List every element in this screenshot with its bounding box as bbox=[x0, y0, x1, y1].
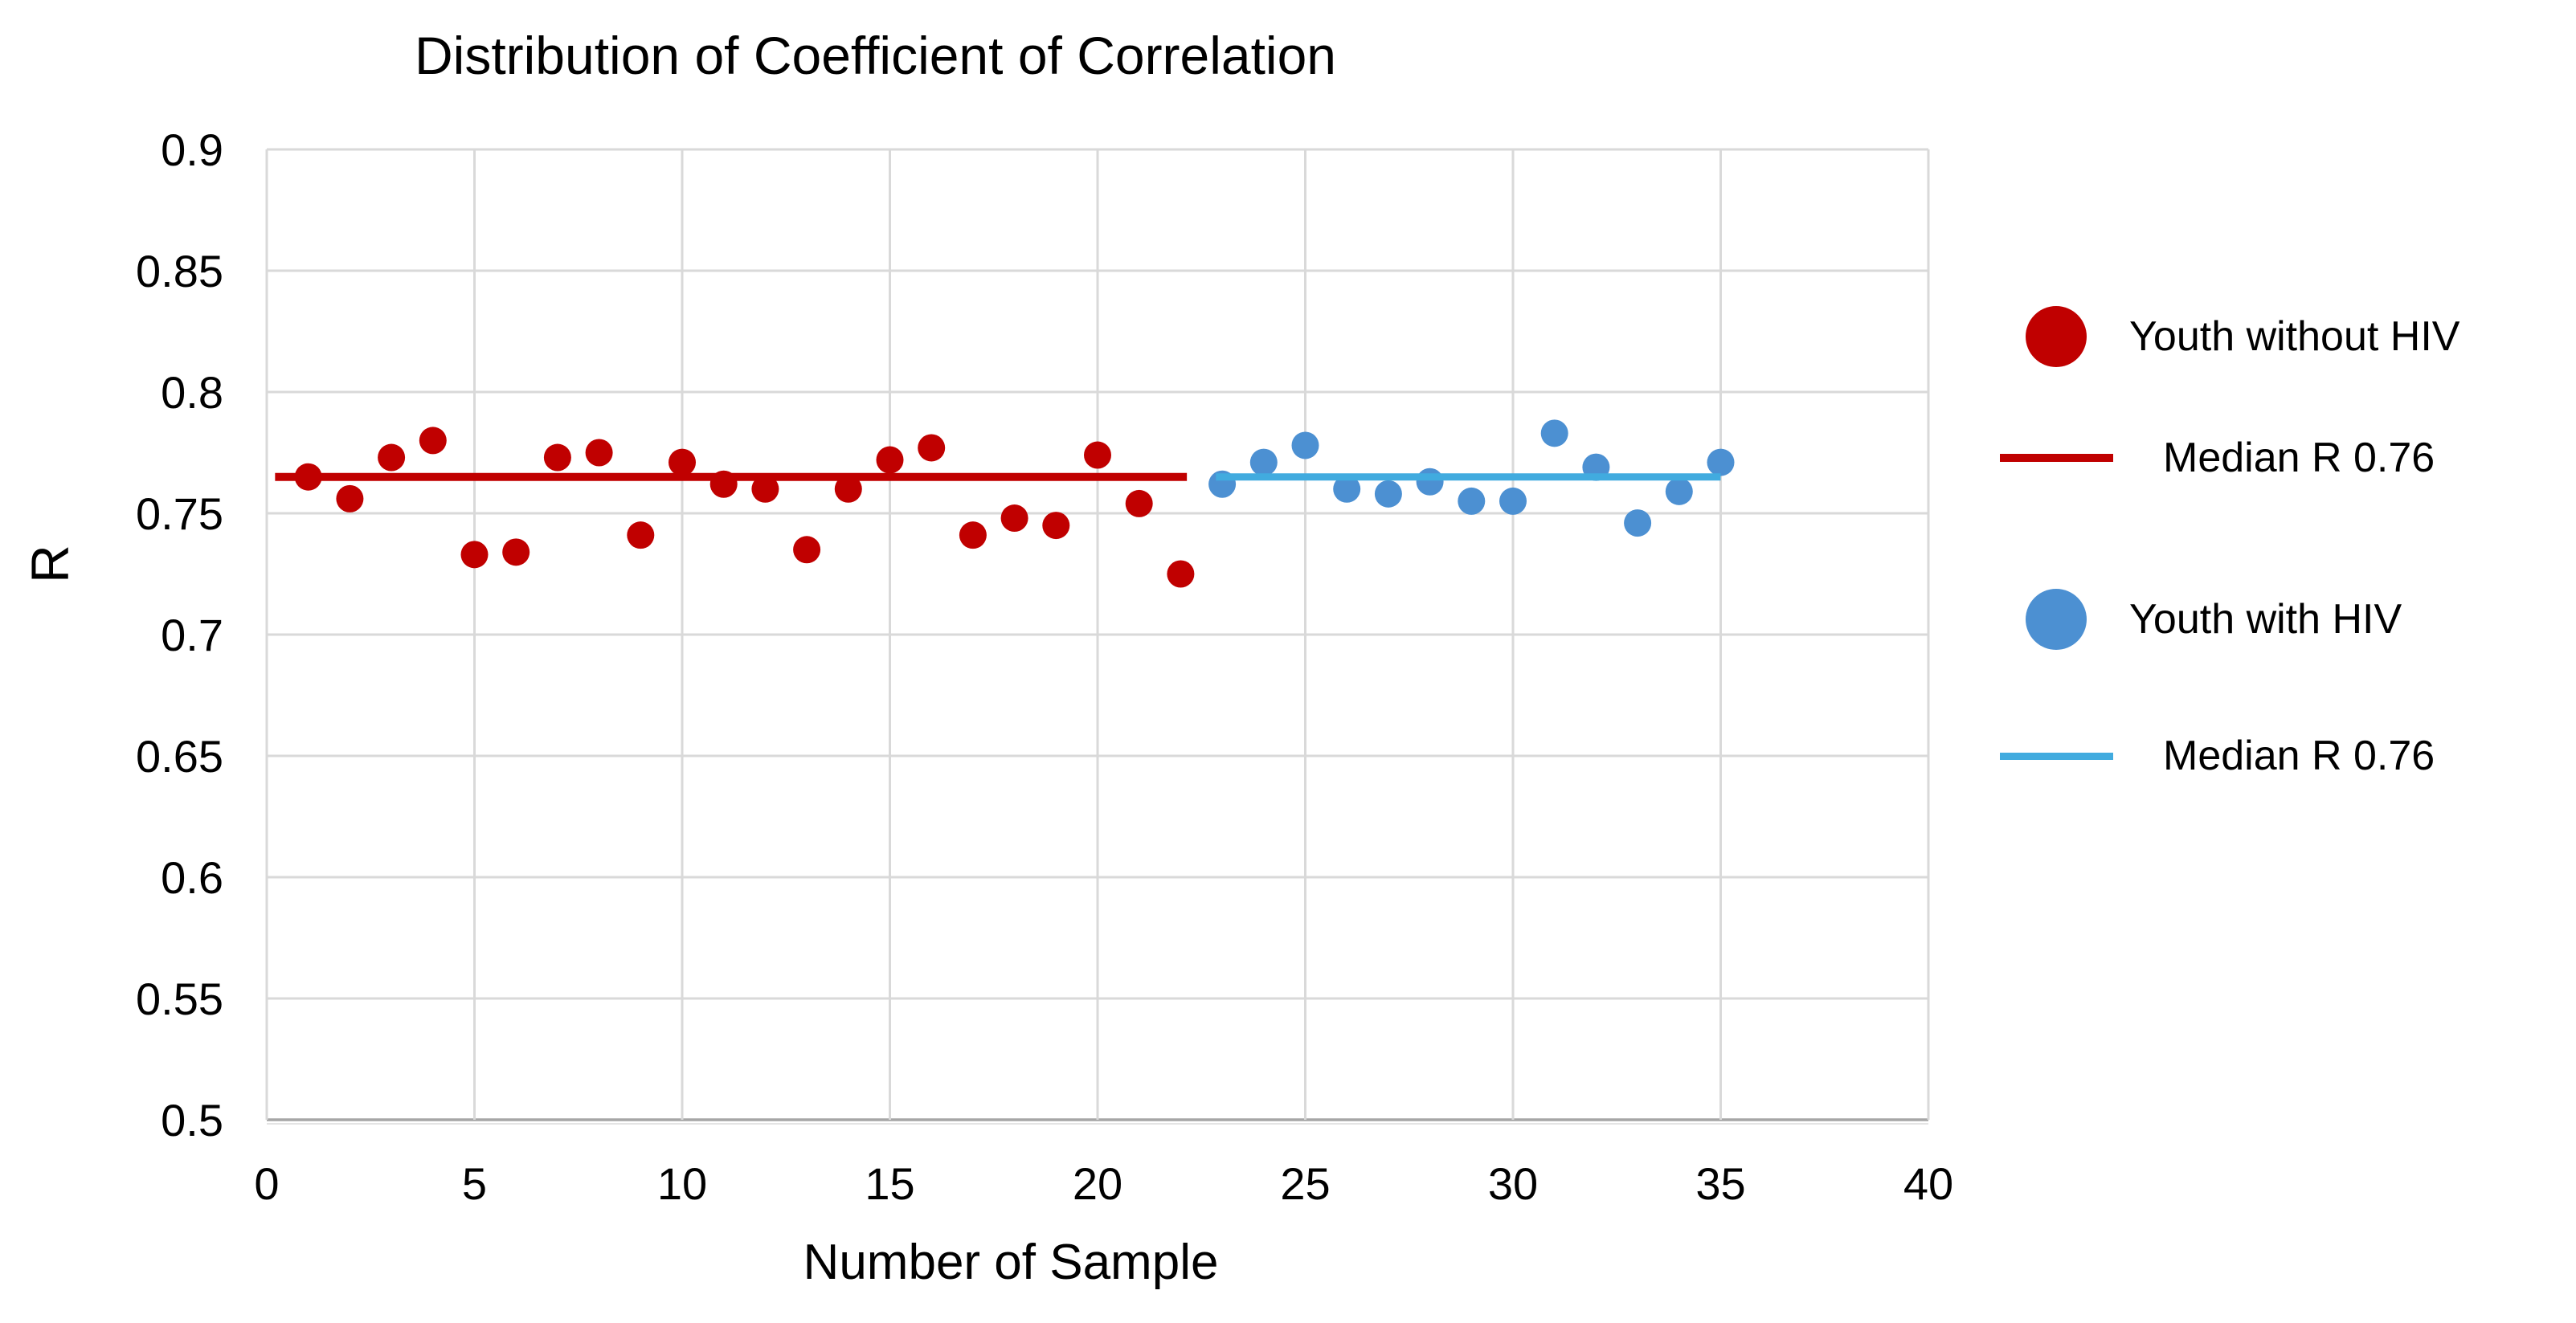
data-point[interactable] bbox=[1167, 560, 1195, 588]
legend-label: Median R 0.76 bbox=[2163, 733, 2435, 779]
legend-label: Youth with HIV bbox=[2129, 596, 2402, 643]
data-point[interactable] bbox=[585, 439, 613, 467]
y-tick-label: 0.55 bbox=[136, 974, 223, 1024]
data-point[interactable] bbox=[419, 427, 447, 455]
y-tick-label: 0.8 bbox=[161, 367, 223, 418]
data-point[interactable] bbox=[1125, 489, 1153, 517]
legend-item-youth-without-hiv[interactable]: Youth without HIV bbox=[2000, 300, 2459, 373]
red-dot-icon bbox=[2026, 306, 2087, 367]
legend-item-median-with-hiv[interactable]: Median R 0.76 bbox=[2000, 720, 2435, 792]
legend-item-median-without-hiv[interactable]: Median R 0.76 bbox=[2000, 422, 2435, 494]
data-point[interactable] bbox=[460, 541, 489, 569]
data-point[interactable] bbox=[1624, 509, 1652, 537]
data-point[interactable] bbox=[1540, 419, 1568, 447]
data-point[interactable] bbox=[876, 446, 904, 474]
x-tick-label: 25 bbox=[1280, 1158, 1330, 1209]
blue-line-icon bbox=[2000, 753, 2113, 760]
data-point[interactable] bbox=[1374, 480, 1402, 508]
data-point[interactable] bbox=[1458, 487, 1486, 515]
x-tick-label: 10 bbox=[657, 1158, 707, 1209]
x-tick-label: 35 bbox=[1695, 1158, 1745, 1209]
data-point[interactable] bbox=[1333, 475, 1361, 503]
data-point[interactable] bbox=[1665, 477, 1693, 505]
y-tick-label: 0.9 bbox=[161, 125, 223, 175]
blue-dot-icon bbox=[2026, 589, 2087, 650]
data-point[interactable] bbox=[543, 443, 571, 472]
data-point[interactable] bbox=[793, 536, 821, 564]
y-tick-label: 0.75 bbox=[136, 488, 223, 539]
x-tick-label: 5 bbox=[462, 1158, 487, 1209]
data-point[interactable] bbox=[502, 538, 530, 566]
data-point[interactable] bbox=[1084, 441, 1111, 469]
data-point[interactable] bbox=[959, 521, 987, 549]
data-point[interactable] bbox=[1499, 487, 1527, 515]
y-tick-label: 0.85 bbox=[136, 246, 223, 296]
x-tick-label: 20 bbox=[1073, 1158, 1122, 1209]
data-point[interactable] bbox=[378, 443, 406, 472]
x-tick-label: 15 bbox=[865, 1158, 914, 1209]
data-point[interactable] bbox=[918, 434, 946, 462]
data-points bbox=[294, 419, 1735, 588]
legend-label: Median R 0.76 bbox=[2163, 435, 2435, 481]
x-tick-label: 0 bbox=[254, 1158, 279, 1209]
data-point[interactable] bbox=[1707, 448, 1735, 476]
data-point[interactable] bbox=[1000, 504, 1028, 533]
y-tick-label: 0.65 bbox=[136, 731, 223, 782]
data-point[interactable] bbox=[834, 475, 862, 503]
x-axis-title: Number of Sample bbox=[803, 1235, 1219, 1290]
legend-item-youth-with-hiv[interactable]: Youth with HIV bbox=[2000, 583, 2402, 655]
data-point[interactable] bbox=[1291, 431, 1319, 459]
chart-title: Distribution of Coefficient of Correlati… bbox=[415, 26, 1337, 85]
data-point[interactable] bbox=[1416, 468, 1444, 496]
gridlines bbox=[265, 148, 1930, 1125]
y-tick-label: 0.6 bbox=[161, 852, 223, 903]
tick-labels: 0.5 0.55 0.6 0.65 0.7 0.75 0.8 0.85 0.9 0 5 10 15 20 2… bbox=[136, 125, 1953, 1209]
legend-label: Youth without HIV bbox=[2129, 313, 2460, 360]
data-point[interactable] bbox=[336, 484, 364, 512]
data-point[interactable] bbox=[627, 521, 655, 549]
x-tick-label: 40 bbox=[1903, 1158, 1953, 1209]
data-point[interactable] bbox=[751, 475, 779, 503]
data-point[interactable] bbox=[1249, 448, 1278, 476]
x-tick-label: 30 bbox=[1488, 1158, 1538, 1209]
data-point[interactable] bbox=[1042, 512, 1070, 540]
y-tick-label: 0.5 bbox=[161, 1095, 223, 1145]
red-line-icon bbox=[2000, 454, 2113, 462]
y-tick-label: 0.7 bbox=[161, 610, 223, 660]
data-point[interactable] bbox=[669, 448, 696, 476]
